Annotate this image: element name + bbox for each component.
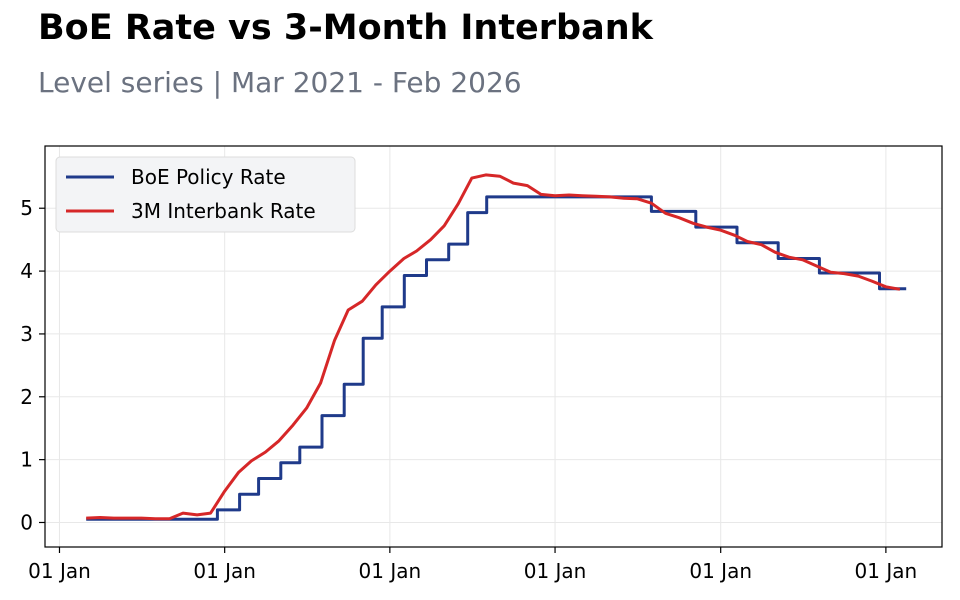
x-tick-label: 01 Jan bbox=[524, 559, 587, 583]
y-tick-label: 0 bbox=[20, 510, 33, 534]
chart-title: BoE Rate vs 3-Month Interbank bbox=[38, 8, 653, 48]
series-lines bbox=[86, 173, 907, 521]
plot-frame bbox=[44, 145, 943, 548]
y-tick-label: 2 bbox=[20, 385, 33, 409]
x-tick-label: 01 Jan bbox=[855, 559, 918, 583]
legend-label: BoE Policy Rate bbox=[131, 165, 286, 189]
y-tick-label: 1 bbox=[20, 448, 33, 472]
chart-subtitle: Level series | Mar 2021 - Feb 2026 bbox=[38, 66, 522, 99]
x-tick-label: 01 Jan bbox=[689, 559, 752, 583]
x-tick-label: 01 Jan bbox=[28, 559, 91, 583]
grid-lines bbox=[45, 146, 942, 547]
y-tick-label: 4 bbox=[20, 259, 33, 283]
x-tick-label: 01 Jan bbox=[193, 559, 256, 583]
legend: BoE Policy Rate 3M Interbank Rate bbox=[55, 156, 356, 233]
y-axis: 0 1 2 3 4 5 bbox=[20, 196, 45, 534]
legend-box bbox=[55, 156, 356, 233]
x-axis: 01 Jan 01 Jan 01 Jan 01 Jan 01 Jan 01 Jan bbox=[28, 547, 917, 583]
y-tick-label: 3 bbox=[20, 322, 33, 346]
legend-label: 3M Interbank Rate bbox=[131, 199, 316, 223]
series-line-boe-policy-rate bbox=[86, 195, 907, 521]
series-line-3m-interbank-rate bbox=[86, 173, 901, 521]
x-tick-label: 01 Jan bbox=[359, 559, 422, 583]
y-tick-label: 5 bbox=[20, 196, 33, 220]
